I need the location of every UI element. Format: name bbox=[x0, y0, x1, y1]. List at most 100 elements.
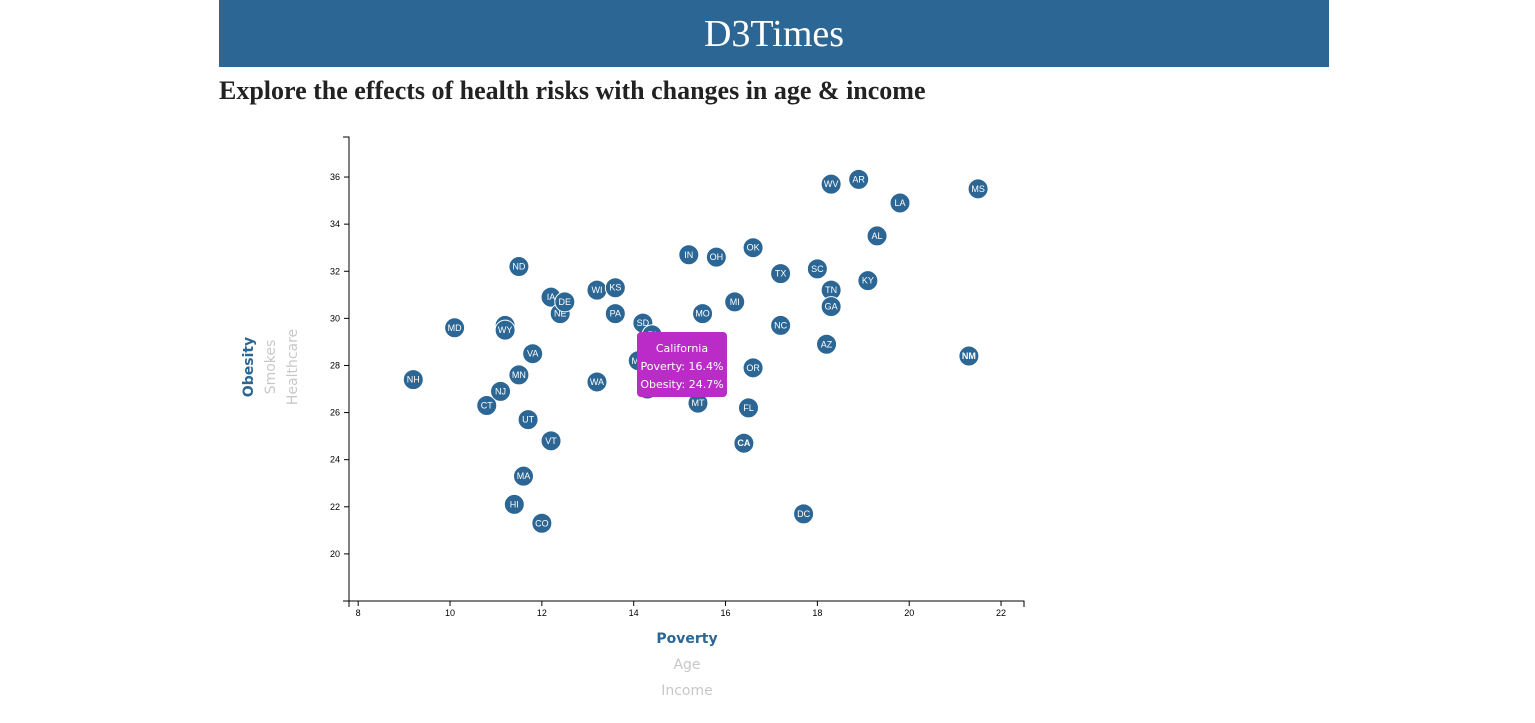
state-point-ks[interactable]: KS bbox=[604, 277, 626, 299]
state-circle[interactable] bbox=[737, 397, 759, 419]
state-point-al[interactable]: AL bbox=[866, 225, 888, 247]
y-axis-option-smokes[interactable]: Smokes bbox=[263, 340, 279, 395]
state-circle[interactable] bbox=[866, 225, 888, 247]
state-circle[interactable] bbox=[604, 303, 626, 325]
tooltip-box bbox=[637, 332, 727, 397]
state-circle[interactable] bbox=[816, 333, 838, 355]
state-point-or[interactable]: OR bbox=[742, 357, 764, 379]
state-circle[interactable] bbox=[586, 279, 608, 301]
state-circle[interactable] bbox=[490, 380, 512, 402]
state-circle[interactable] bbox=[848, 168, 870, 190]
y-tick-label: 20 bbox=[330, 549, 340, 559]
y-tick-label: 26 bbox=[330, 408, 340, 418]
state-point-ar[interactable]: AR bbox=[848, 168, 870, 190]
header-banner: D3Times bbox=[219, 0, 1329, 67]
state-circle[interactable] bbox=[517, 409, 539, 431]
y-tick-label: 34 bbox=[330, 219, 340, 229]
y-tick-label: 22 bbox=[330, 502, 340, 512]
state-point-co[interactable]: CO bbox=[531, 512, 553, 534]
y-axis-option-healthcare[interactable]: Healthcare bbox=[285, 329, 301, 405]
state-circle[interactable] bbox=[806, 258, 828, 280]
state-circle[interactable] bbox=[770, 314, 792, 336]
state-circle[interactable] bbox=[554, 291, 576, 313]
state-circle[interactable] bbox=[512, 465, 534, 487]
state-circle[interactable] bbox=[857, 270, 879, 292]
state-point-nm[interactable]: NM bbox=[958, 345, 980, 367]
state-point-wi[interactable]: WI bbox=[586, 279, 608, 301]
state-circle[interactable] bbox=[770, 263, 792, 285]
state-point-va[interactable]: VA bbox=[522, 343, 544, 365]
x-tick-label: 10 bbox=[445, 608, 455, 618]
state-point-ms[interactable]: MS bbox=[967, 178, 989, 200]
x-axis-option-age[interactable]: Age bbox=[673, 657, 700, 673]
state-circle[interactable] bbox=[586, 371, 608, 393]
state-point-wy[interactable]: WY bbox=[494, 319, 516, 341]
state-point-vt[interactable]: VT bbox=[540, 430, 562, 452]
state-point-dc[interactable]: DC bbox=[793, 503, 815, 525]
state-circle[interactable] bbox=[742, 237, 764, 259]
state-circle[interactable] bbox=[678, 244, 700, 266]
x-axis-option-poverty[interactable]: Poverty bbox=[656, 631, 717, 647]
state-point-in[interactable]: IN bbox=[678, 244, 700, 266]
state-circle[interactable] bbox=[793, 503, 815, 525]
y-tick-label: 36 bbox=[330, 172, 340, 182]
y-tick-label: 24 bbox=[330, 455, 340, 465]
x-axis-option-income[interactable]: Income bbox=[661, 683, 713, 699]
state-point-ca[interactable]: CA bbox=[733, 432, 755, 454]
state-circle[interactable] bbox=[889, 192, 911, 214]
state-circle[interactable] bbox=[503, 493, 525, 515]
state-point-az[interactable]: AZ bbox=[816, 333, 838, 355]
state-point-ma[interactable]: MA bbox=[512, 465, 534, 487]
x-tick-label: 22 bbox=[996, 608, 1006, 618]
state-circle[interactable] bbox=[958, 345, 980, 367]
state-point-ut[interactable]: UT bbox=[517, 409, 539, 431]
state-circle[interactable] bbox=[733, 432, 755, 454]
state-point-ok[interactable]: OK bbox=[742, 237, 764, 259]
state-point-la[interactable]: LA bbox=[889, 192, 911, 214]
state-circle[interactable] bbox=[476, 395, 498, 417]
y-tick-label: 28 bbox=[330, 360, 340, 370]
state-point-de[interactable]: DE bbox=[554, 291, 576, 313]
state-point-nd[interactable]: ND bbox=[508, 256, 530, 278]
state-point-md[interactable]: MD bbox=[444, 317, 466, 339]
state-point-hi[interactable]: HI bbox=[503, 493, 525, 515]
state-circle[interactable] bbox=[540, 430, 562, 452]
state-circle[interactable] bbox=[742, 357, 764, 379]
state-circle[interactable] bbox=[967, 178, 989, 200]
state-circle[interactable] bbox=[531, 512, 553, 534]
state-point-nh[interactable]: NH bbox=[402, 369, 424, 391]
state-circle[interactable] bbox=[820, 173, 842, 195]
state-point-tx[interactable]: TX bbox=[770, 263, 792, 285]
state-point-mi[interactable]: MI bbox=[724, 291, 746, 313]
state-point-mn[interactable]: MN bbox=[508, 364, 530, 386]
state-circle[interactable] bbox=[705, 246, 727, 268]
state-point-fl[interactable]: FL bbox=[737, 397, 759, 419]
x-tick-label: 14 bbox=[629, 608, 639, 618]
state-point-nc[interactable]: NC bbox=[770, 314, 792, 336]
state-circle[interactable] bbox=[494, 319, 516, 341]
state-point-mo[interactable]: MO bbox=[692, 303, 714, 325]
state-point-wa[interactable]: WA bbox=[586, 371, 608, 393]
state-point-ky[interactable]: KY bbox=[857, 270, 879, 292]
state-point-sc[interactable]: SC bbox=[806, 258, 828, 280]
state-circle[interactable] bbox=[604, 277, 626, 299]
y-axis-option-obesity[interactable]: Obesity bbox=[241, 337, 257, 397]
tooltip-state: California bbox=[656, 342, 708, 355]
state-circle[interactable] bbox=[692, 303, 714, 325]
state-point-nj[interactable]: NJ bbox=[490, 380, 512, 402]
state-point-ga[interactable]: GA bbox=[820, 296, 842, 318]
state-circle[interactable] bbox=[522, 343, 544, 365]
state-point-pa[interactable]: PA bbox=[604, 303, 626, 325]
state-point-wv[interactable]: WV bbox=[820, 173, 842, 195]
state-circle[interactable] bbox=[820, 296, 842, 318]
state-point-oh[interactable]: OH bbox=[705, 246, 727, 268]
x-axis-labels: Poverty Age Income bbox=[656, 631, 717, 699]
x-axis: 8 10 12 14 16 18 20 22 bbox=[348, 600, 1025, 618]
state-circle[interactable] bbox=[508, 364, 530, 386]
state-circle[interactable] bbox=[444, 317, 466, 339]
state-circle[interactable] bbox=[402, 369, 424, 391]
state-circle[interactable] bbox=[724, 291, 746, 313]
state-circle[interactable] bbox=[508, 256, 530, 278]
y-axis-line bbox=[343, 136, 350, 602]
